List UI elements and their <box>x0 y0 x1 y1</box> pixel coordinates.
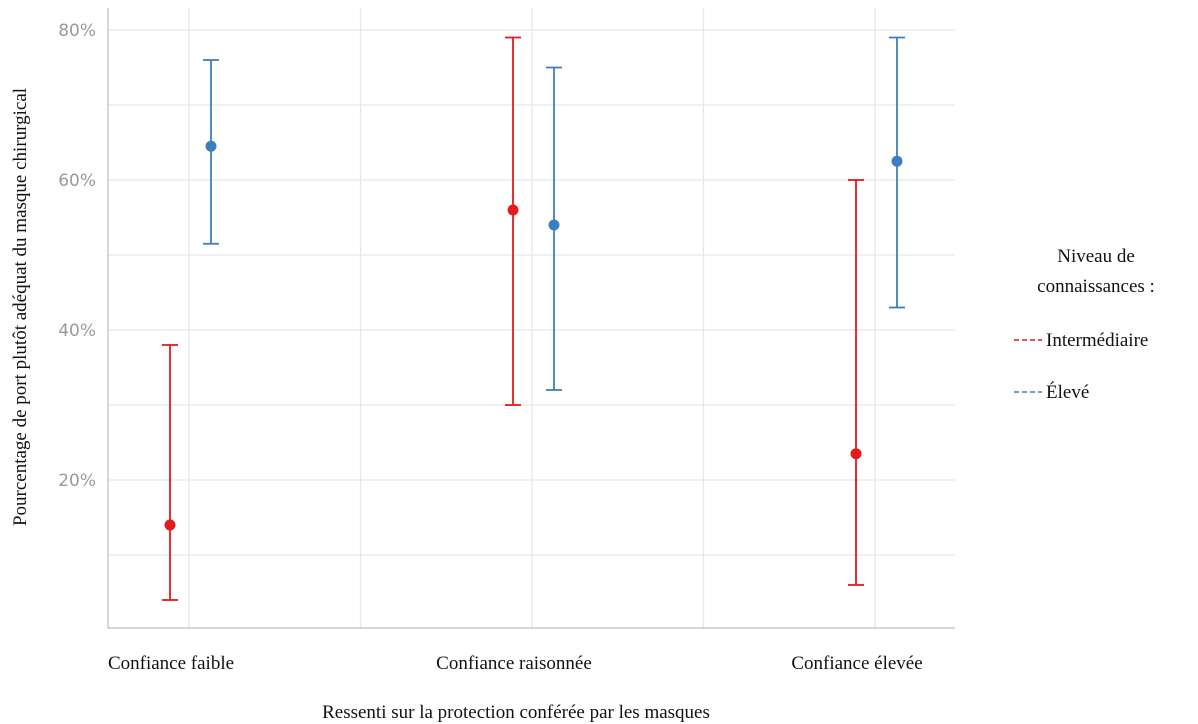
y-axis-title: Pourcentage de port plutôt adéquat du ma… <box>10 88 31 526</box>
data-point <box>548 219 560 231</box>
y-tick-label: 60% <box>58 171 96 191</box>
series-marks <box>162 36 905 601</box>
grid <box>108 8 955 628</box>
y-tick-labels: 20% 40% 60% 80% <box>58 21 96 491</box>
legend-items: Intermédiaire Élevé <box>1014 330 1148 403</box>
x-category-label: Confiance faible <box>108 653 234 674</box>
x-category-label: Confiance élevée <box>791 653 922 674</box>
y-tick-label: 80% <box>58 21 96 41</box>
data-point <box>507 204 519 216</box>
series-2 <box>203 36 905 391</box>
y-tick-label: 40% <box>58 321 96 341</box>
legend-label: Intermédiaire <box>1046 330 1148 351</box>
legend-title-line-1: Niveau de <box>1057 246 1135 267</box>
data-point <box>891 155 903 167</box>
legend-title-line-2: connaissances : <box>1037 276 1155 297</box>
data-point <box>164 519 176 531</box>
data-point <box>850 448 862 460</box>
legend-label: Élevé <box>1046 381 1089 403</box>
legend: Niveau de connaissances : Intermédiaire É… <box>1014 246 1155 403</box>
series-1 <box>162 36 864 601</box>
axes <box>107 8 955 629</box>
x-axis-title: Ressenti sur la protection conférée par … <box>322 702 710 723</box>
x-category-labels: Confiance faible Confiance raisonnée Confi… <box>108 653 923 674</box>
y-tick-label: 20% <box>58 471 96 491</box>
x-category-label: Confiance raisonnée <box>436 653 592 674</box>
data-point <box>205 140 217 152</box>
